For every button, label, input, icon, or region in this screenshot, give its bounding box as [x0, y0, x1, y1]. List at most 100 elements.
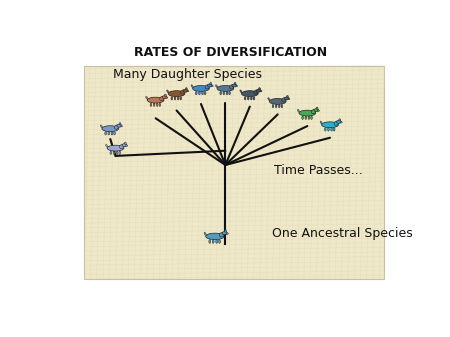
Ellipse shape [234, 83, 236, 85]
Ellipse shape [119, 123, 121, 125]
Ellipse shape [275, 104, 277, 108]
Ellipse shape [108, 132, 109, 135]
Ellipse shape [230, 85, 234, 89]
Ellipse shape [334, 121, 338, 125]
Text: One Ancestral Species: One Ancestral Species [273, 227, 413, 240]
Ellipse shape [232, 84, 237, 87]
Ellipse shape [198, 91, 200, 95]
Ellipse shape [242, 91, 258, 97]
Ellipse shape [297, 110, 299, 112]
Ellipse shape [166, 90, 169, 93]
Ellipse shape [308, 116, 310, 119]
Ellipse shape [216, 85, 217, 88]
Ellipse shape [256, 89, 261, 92]
Ellipse shape [205, 85, 209, 89]
Ellipse shape [174, 97, 176, 100]
Ellipse shape [340, 122, 342, 123]
Ellipse shape [279, 104, 280, 108]
Ellipse shape [183, 89, 188, 92]
Ellipse shape [120, 145, 124, 149]
Ellipse shape [240, 90, 242, 93]
Text: Many Daughter Species: Many Daughter Species [112, 68, 261, 81]
Ellipse shape [272, 104, 274, 108]
Ellipse shape [159, 103, 161, 106]
Ellipse shape [147, 97, 164, 103]
Ellipse shape [281, 104, 283, 108]
Ellipse shape [259, 88, 261, 90]
Ellipse shape [204, 232, 206, 235]
Ellipse shape [310, 116, 312, 119]
Ellipse shape [211, 85, 213, 87]
Ellipse shape [195, 91, 197, 95]
Ellipse shape [222, 232, 227, 235]
FancyBboxPatch shape [84, 66, 384, 279]
Ellipse shape [288, 98, 290, 100]
Ellipse shape [180, 97, 182, 100]
Ellipse shape [207, 84, 212, 87]
Ellipse shape [116, 151, 118, 154]
Ellipse shape [217, 86, 234, 91]
Ellipse shape [113, 151, 115, 154]
Text: Time Passes...: Time Passes... [274, 164, 363, 177]
Ellipse shape [316, 107, 318, 109]
Ellipse shape [171, 97, 173, 100]
Ellipse shape [251, 97, 252, 100]
Ellipse shape [206, 233, 224, 240]
Ellipse shape [193, 86, 209, 91]
Ellipse shape [150, 103, 152, 106]
Ellipse shape [328, 128, 329, 131]
Ellipse shape [209, 240, 211, 243]
Ellipse shape [102, 126, 119, 131]
Ellipse shape [185, 88, 187, 90]
Ellipse shape [164, 94, 166, 96]
Ellipse shape [244, 97, 246, 100]
Ellipse shape [314, 109, 319, 112]
Ellipse shape [331, 128, 333, 131]
Ellipse shape [122, 144, 127, 147]
Ellipse shape [110, 151, 112, 154]
Ellipse shape [226, 91, 228, 95]
Ellipse shape [160, 96, 164, 101]
Ellipse shape [225, 230, 227, 232]
Ellipse shape [107, 145, 124, 151]
Ellipse shape [157, 103, 158, 106]
Ellipse shape [270, 98, 286, 104]
Ellipse shape [311, 110, 316, 114]
Ellipse shape [168, 91, 185, 97]
Ellipse shape [166, 97, 168, 98]
Ellipse shape [119, 151, 121, 154]
Ellipse shape [320, 121, 322, 124]
Ellipse shape [322, 122, 338, 128]
Ellipse shape [216, 240, 218, 243]
Ellipse shape [212, 240, 214, 243]
Text: RATES OF DIVERSIFICATION: RATES OF DIVERSIFICATION [134, 45, 327, 59]
Ellipse shape [146, 96, 148, 99]
Ellipse shape [219, 240, 220, 243]
Ellipse shape [177, 97, 179, 100]
Ellipse shape [268, 98, 270, 100]
Ellipse shape [220, 91, 221, 95]
Ellipse shape [318, 110, 320, 111]
Ellipse shape [260, 90, 262, 92]
Ellipse shape [302, 116, 303, 119]
Ellipse shape [106, 144, 108, 147]
Ellipse shape [124, 142, 126, 144]
Ellipse shape [235, 85, 238, 87]
Ellipse shape [210, 83, 212, 85]
Ellipse shape [337, 120, 341, 123]
Ellipse shape [121, 125, 122, 127]
Ellipse shape [253, 97, 255, 100]
Ellipse shape [105, 132, 107, 135]
Ellipse shape [284, 97, 289, 100]
Ellipse shape [181, 90, 185, 94]
Ellipse shape [111, 132, 112, 135]
Ellipse shape [324, 128, 326, 131]
Ellipse shape [254, 90, 258, 94]
Ellipse shape [153, 103, 155, 106]
Ellipse shape [114, 125, 119, 129]
Ellipse shape [117, 124, 122, 127]
Ellipse shape [226, 233, 229, 235]
Ellipse shape [248, 97, 249, 100]
Ellipse shape [162, 96, 167, 99]
Ellipse shape [287, 95, 288, 98]
